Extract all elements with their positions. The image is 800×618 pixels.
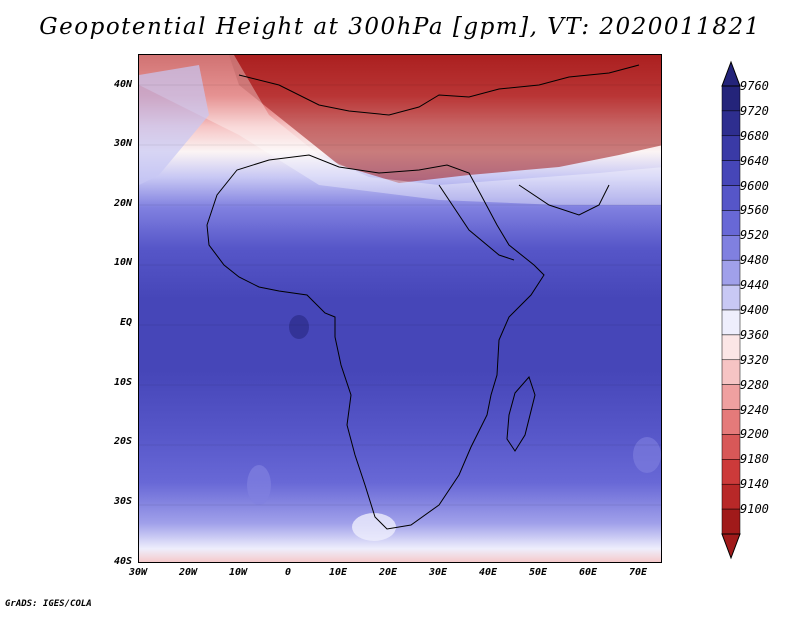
lon-label-60e: 60E [578,567,598,578]
lon-label-30w: 30W [128,567,148,578]
colorbar-cell [721,85,741,112]
map-title: Geopotential Height at 300hPa [gpm], VT:… [39,14,761,40]
lon-label-0: 0 [284,567,292,578]
coastlines [206,64,640,530]
colorbar-label: 9200 [740,427,769,442]
colorbar-label: 9140 [740,477,769,492]
southern-low-feature [352,513,396,541]
lon-label-20e: 20E [378,567,398,578]
equatorial-high-feature [289,315,309,339]
colorbar-cell [721,110,741,137]
colorbar-label: 9760 [740,79,769,93]
colorbar-label: 9600 [740,178,769,193]
colorbar-cell [721,185,741,211]
lat-label-30s: 30S [113,496,132,507]
madagascar-coastline [506,376,536,452]
map-plot-area [138,54,662,563]
colorbar-label: 9520 [740,228,769,243]
western-atlantic-band [139,65,209,185]
colorbar-cell [721,284,741,311]
colorbar-label: 9100 [740,502,769,517]
lon-label-40e: 40E [478,567,498,578]
lon-label-10e: 10E [328,567,348,578]
colorbar-label: 9180 [740,452,769,467]
colorbar-cell [721,384,741,410]
colorbar-label: 9440 [740,278,769,293]
colorbar-label: 9720 [740,103,769,118]
colorbar-cell [721,135,741,161]
lat-label-40s: 40S [113,556,132,567]
colorbar-cell [721,235,741,261]
colorbar-label: 9240 [740,402,769,417]
lon-label-70e: 70E [628,567,648,578]
grads-credit: GrADS: IGES/COLA [5,599,92,609]
lat-label-10s: 10S [113,377,132,388]
lat-label-40n: 40N [113,79,132,90]
graticule [139,84,661,506]
lat-label-10n: 10N [113,257,132,268]
colorbar-label: 9400 [740,303,769,317]
colorbar-label: 9640 [740,153,769,168]
colorbar-cell [721,508,741,535]
lon-label-30e: 30E [428,567,448,578]
colorbar-cells [721,85,741,535]
lon-label-20w: 20W [178,567,198,578]
colorbar-cell [721,434,741,460]
colorbar-cell [721,483,741,510]
colorbar-cell [721,160,741,186]
colorbar-label: 9480 [740,253,769,268]
colorbar-top-arrow [721,60,741,87]
height-field-map [139,55,661,562]
colorbar-cell [721,459,741,485]
mediterranean-coastline [238,64,640,116]
colorbar-cell [721,409,741,435]
colorbar-bottom-arrow [721,533,741,560]
colorbar-cell [721,259,741,286]
colorbar-cell [721,210,741,236]
red-sea-coastline [438,184,515,261]
arabian-gulf-coastline [518,184,610,216]
high-gradient-region [139,55,661,183]
lat-label-20s: 20S [113,436,132,447]
colorbar-label: 9320 [740,352,769,367]
colorbar [721,60,741,560]
lon-label-50e: 50E [528,567,548,578]
lat-label-eq: EQ [119,317,132,328]
africa-coastline [206,154,545,530]
colorbar-label: 9360 [740,327,769,342]
colorbar-label: 9680 [740,128,769,143]
colorbar-cell [721,359,741,385]
lat-label-20n: 20N [113,198,132,209]
colorbar-label: 9280 [740,377,769,392]
colorbar-cell [721,334,741,361]
southern-trough-feature [247,465,271,505]
colorbar-cell [721,309,741,336]
lon-label-10w: 10W [228,567,248,578]
southern-trough-feature-east [633,437,661,473]
colorbar-label: 9560 [740,203,769,218]
lat-label-30n: 30N [113,138,132,149]
